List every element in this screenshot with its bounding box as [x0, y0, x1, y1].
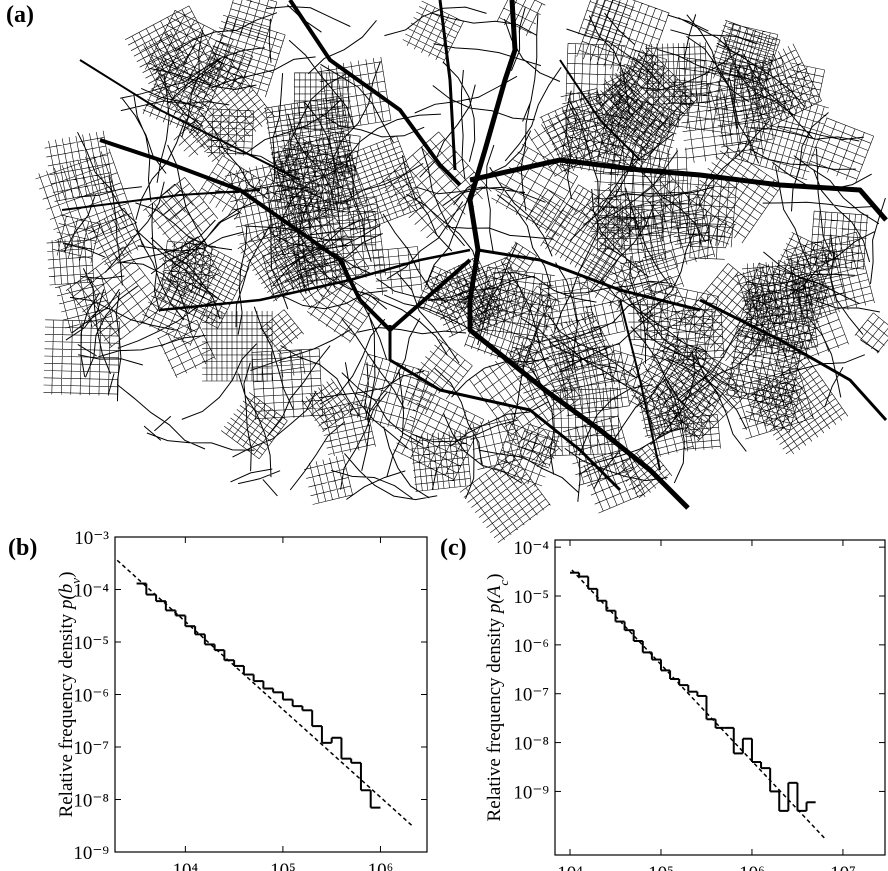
minor-streets	[36, 0, 888, 543]
x-tick-label: 10⁵	[270, 860, 296, 871]
fit-line	[117, 560, 412, 825]
y-tick-label: 10⁻⁹	[513, 782, 549, 803]
x-tick-label: 10⁶	[368, 860, 394, 871]
y-axis-label-end: )	[484, 574, 505, 580]
x-tick-label: 10⁵	[648, 863, 674, 871]
y-axis-label-var: p(A	[484, 585, 505, 615]
y-tick-label: 10⁻⁴	[513, 538, 549, 559]
panel-label: (c)	[440, 535, 467, 561]
panel-label: (a)	[6, 2, 34, 28]
x-tick-label: 10⁴	[557, 863, 583, 871]
y-axis-label-end: )	[56, 572, 77, 578]
panel-label: (b)	[8, 535, 37, 561]
y-tick-label: 10⁻⁷	[73, 738, 109, 759]
y-axis-label: Relative frequency density p(Ac)	[484, 574, 511, 822]
figure: (a) (b) 10⁴ 10⁵ 10⁶ 10⁻⁹ 10⁻⁸ 10⁻⁷ 10⁻⁶ 10⁻⁵ 10⁻⁴…	[0, 0, 888, 871]
y-tick-label: 10⁻⁵	[513, 587, 549, 608]
plot-frame	[115, 537, 427, 852]
y-axis-label-var: p(b	[56, 584, 77, 611]
street-map	[36, 0, 888, 543]
y-tick-label: 10⁻⁵	[73, 633, 109, 654]
x-tick-label: 10⁴	[173, 860, 199, 871]
y-tick-label: 10⁻⁹	[73, 843, 109, 864]
y-tick-label: 10⁻⁸	[73, 791, 109, 812]
x-tick-label: 10⁶	[739, 863, 765, 871]
y-tick-label: 10⁻⁷	[513, 685, 549, 706]
y-tick-label: 10⁻⁶	[513, 636, 549, 657]
y-tick-label: 10⁻³	[74, 528, 109, 549]
y-tick-label: 10⁻⁶	[73, 686, 109, 707]
y-axis-label-text: Relative frequency density	[484, 613, 505, 821]
y-tick-label: 10⁻⁸	[513, 734, 549, 755]
plot-frame	[555, 540, 885, 855]
x-tick-label: 10⁷	[830, 863, 856, 871]
y-axis-label-text: Relative frequency density	[56, 609, 77, 817]
